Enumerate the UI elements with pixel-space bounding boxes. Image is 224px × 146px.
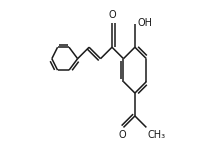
Text: CH₃: CH₃ <box>148 130 166 140</box>
Text: OH: OH <box>138 18 153 28</box>
Text: O: O <box>118 130 126 140</box>
Text: O: O <box>108 10 116 20</box>
